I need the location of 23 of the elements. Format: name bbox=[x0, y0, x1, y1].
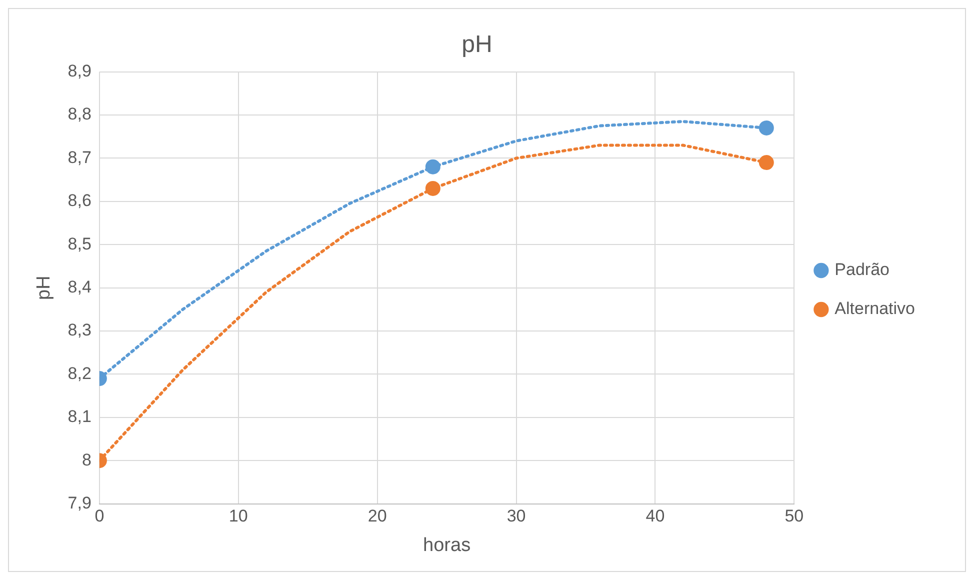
x-tick-label: 30 bbox=[506, 506, 526, 526]
y-tick-label: 8,9 bbox=[68, 61, 92, 80]
x-tick-label: 0 bbox=[94, 506, 104, 526]
point bbox=[758, 120, 774, 136]
y-tick-label: 8,2 bbox=[68, 364, 92, 383]
y-tick-label: 7,9 bbox=[68, 493, 92, 512]
y-tick-label: 8,6 bbox=[68, 191, 92, 210]
x-axis-title: horas bbox=[423, 534, 471, 556]
legend-label: Alternativo bbox=[834, 299, 916, 318]
x-tick-label: 10 bbox=[228, 506, 248, 526]
x-tick-label: 20 bbox=[368, 506, 387, 526]
y-tick-label: 8,1 bbox=[68, 407, 92, 426]
y-tick-label: 8,8 bbox=[68, 104, 92, 124]
y-axis-title: pH bbox=[34, 276, 55, 300]
legend-label: Padrão bbox=[834, 260, 890, 280]
x-tick-label: 50 bbox=[784, 506, 804, 526]
y-tick-label: 8,5 bbox=[68, 234, 92, 254]
y-tick-label: 8,4 bbox=[68, 277, 92, 296]
x-tick-label: 40 bbox=[646, 506, 665, 526]
chart-title: pH bbox=[462, 31, 492, 58]
y-tick-label: 8,3 bbox=[68, 320, 92, 340]
y-tick-label: 8 bbox=[82, 450, 92, 470]
y-tick-label: 8,7 bbox=[68, 148, 92, 167]
